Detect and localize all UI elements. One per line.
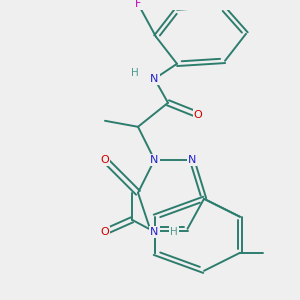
Text: N: N: [150, 227, 159, 237]
Text: N: N: [188, 155, 196, 165]
Text: O: O: [194, 110, 202, 120]
Text: O: O: [100, 227, 109, 237]
Text: N: N: [150, 74, 159, 84]
Text: H: H: [170, 227, 178, 237]
Text: O: O: [100, 155, 109, 165]
Text: H: H: [131, 68, 139, 78]
Text: N: N: [150, 155, 159, 165]
Text: F: F: [135, 0, 141, 9]
